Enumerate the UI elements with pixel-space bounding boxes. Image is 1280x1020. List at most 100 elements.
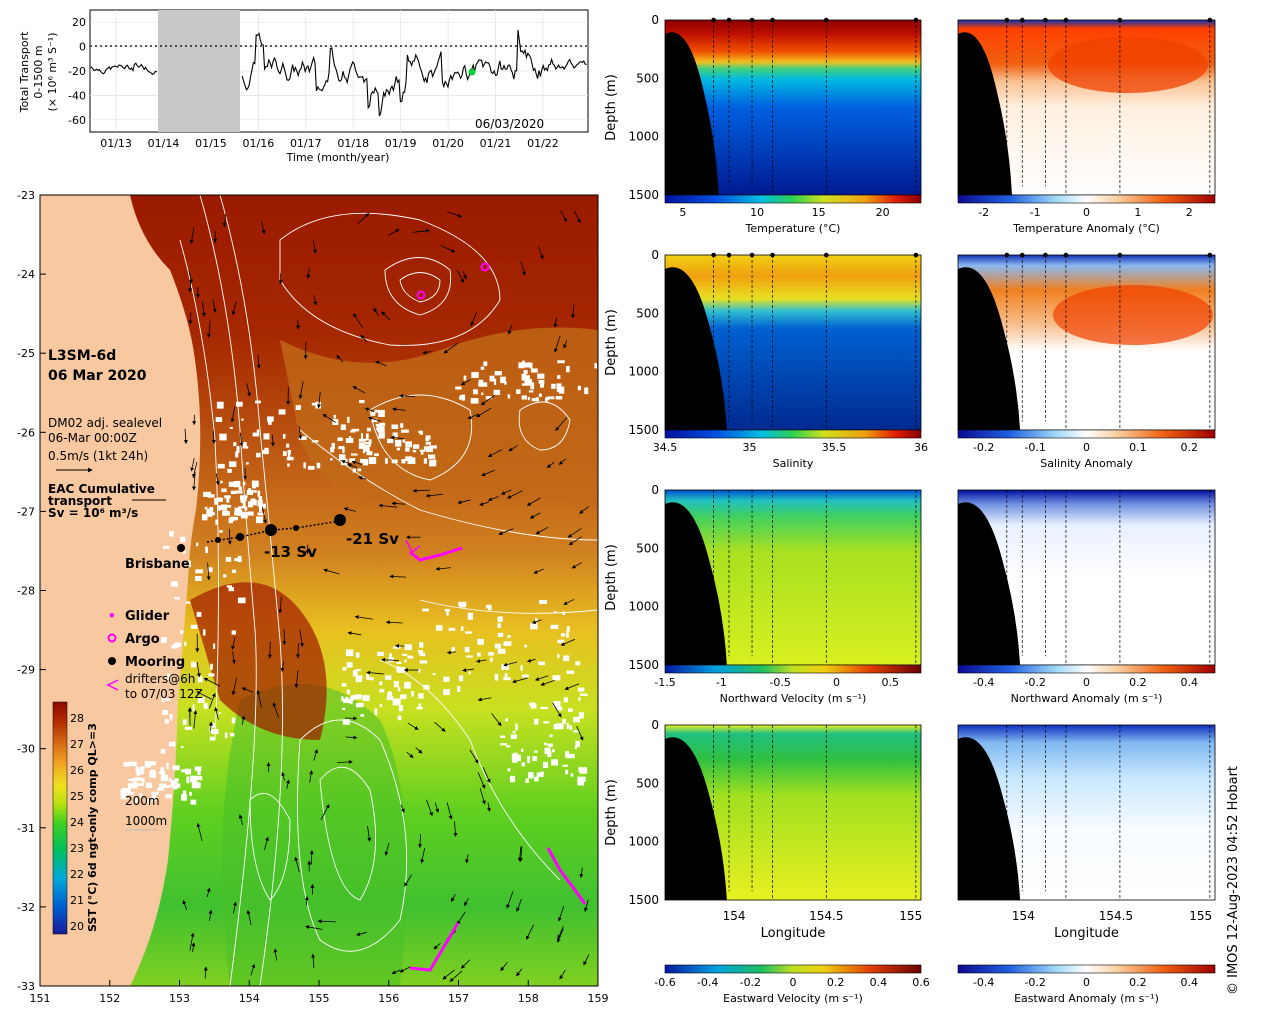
velocity-arrow xyxy=(261,221,266,235)
cloud-mask-patch xyxy=(184,726,193,730)
cloud-mask-patch xyxy=(355,675,362,683)
velocity-arrow xyxy=(358,476,367,480)
velocity-arrow xyxy=(313,295,318,306)
velocity-arrow xyxy=(306,268,311,279)
cloud-mask-patch xyxy=(355,702,364,708)
velocity-arrow xyxy=(206,320,211,338)
velocity-arrow xyxy=(470,311,477,327)
sea-level-contour xyxy=(379,659,561,881)
cloud-mask-patch xyxy=(369,677,374,681)
cloud-mask-patch xyxy=(359,400,365,404)
cloud-mask-patch xyxy=(550,624,559,630)
velocity-arrow xyxy=(208,909,213,921)
cloud-mask-patch xyxy=(287,463,290,467)
cloud-mask-patch xyxy=(203,703,208,709)
cloud-mask-patch xyxy=(164,719,169,724)
depth-axis-label: Depth (m) xyxy=(604,779,619,846)
eac-warm-core xyxy=(190,582,327,740)
velocity-arrow xyxy=(451,894,456,902)
colorbar-tick-label: -0.4 xyxy=(697,976,718,989)
velocity-arrow xyxy=(196,822,203,842)
velocity-arrow xyxy=(296,642,300,659)
cloud-mask-patch xyxy=(488,651,494,656)
cloud-mask-patch xyxy=(473,389,478,395)
velocity-arrow xyxy=(375,360,387,367)
drifter-legend-line2: to 07/03 12Z xyxy=(125,687,203,701)
mooring-legend-symbol xyxy=(108,657,116,665)
cloud-mask-patch xyxy=(264,447,269,454)
velocity-arrow xyxy=(400,804,405,813)
cloud-mask-patch xyxy=(425,435,431,440)
velocity-arrow xyxy=(480,395,495,406)
cloud-mask-patch xyxy=(527,755,530,763)
velocity-arrow xyxy=(231,677,237,696)
cloud-mask-patch xyxy=(208,673,215,677)
cloud-mask-patch xyxy=(191,661,197,668)
colorbar-tick-label: 21 xyxy=(70,894,84,907)
cloud-mask-patch xyxy=(220,480,223,484)
cloud-mask-patch xyxy=(295,405,302,410)
cloud-mask-patch xyxy=(307,465,315,470)
cloud-mask-patch xyxy=(255,516,263,524)
cloud-mask-patch xyxy=(311,440,319,443)
cloud-mask-patch xyxy=(552,749,555,753)
cloud-mask-patch xyxy=(211,729,219,735)
section-colorbar xyxy=(957,664,1216,674)
cloud-mask-patch xyxy=(351,428,360,432)
cloud-mask-patch xyxy=(237,555,242,563)
velocity-arrow xyxy=(491,713,502,727)
velocity-arrow xyxy=(196,661,201,678)
cloud-mask-patch xyxy=(224,495,231,499)
colorbar-tick-label: 0.2 xyxy=(827,976,845,989)
cloud-mask-patch xyxy=(400,694,407,700)
section-panel: 34.5 35 35.5 36 Salinity 0 500 1000 1500 Depth (m… xyxy=(604,248,928,470)
cloud-mask-patch xyxy=(400,423,404,428)
cloud-mask-patch xyxy=(188,560,191,568)
colorbar-tick-label: 20 xyxy=(70,920,84,933)
colorbar-tick-label: 35 xyxy=(742,441,756,454)
velocity-arrow xyxy=(183,428,188,445)
velocity-arrow xyxy=(435,566,451,571)
cloud-mask-patch xyxy=(457,685,461,693)
cloud-mask-patch xyxy=(387,692,393,699)
cloud-mask-patch xyxy=(220,504,228,510)
cloud-mask-patch xyxy=(346,689,350,695)
cloud-mask-patch xyxy=(425,441,432,445)
cloud-mask-patch xyxy=(140,766,145,771)
sst-colorbar-label: SST (°C) 6d ngt-only comp QL>=3 xyxy=(86,723,99,932)
cloud-mask-patch xyxy=(342,707,346,711)
cloud-mask-patch xyxy=(171,581,177,586)
transport-label-outer: -21 Sv xyxy=(346,530,399,548)
velocity-arrow xyxy=(583,954,590,966)
cloud-mask-patch xyxy=(444,608,451,612)
velocity-arrow xyxy=(201,301,206,317)
cloud-mask-patch xyxy=(366,673,370,680)
velocity-arrow xyxy=(512,677,528,684)
velocity-arrow xyxy=(193,710,198,729)
cloud-mask-patch xyxy=(141,768,145,774)
cloud-mask-patch xyxy=(425,438,430,442)
depth-tick-label: 1500 xyxy=(628,423,659,437)
glider-track xyxy=(409,546,463,562)
cloud-mask-patch xyxy=(412,449,417,453)
velocity-arrow xyxy=(456,911,466,925)
velocity-arrow xyxy=(280,661,285,672)
velocity-arrow xyxy=(413,228,430,233)
colorbar-tick-label: 27 xyxy=(70,738,84,751)
cloud-mask-patch xyxy=(465,631,472,634)
colorbar-tick-label: 0 xyxy=(1083,676,1090,689)
cloud-mask-patch xyxy=(136,771,140,776)
cloud-mask-patch xyxy=(455,386,462,390)
lon-tick-label: 153 xyxy=(169,992,190,1005)
y-tick-label: 20 xyxy=(72,16,86,29)
depth-contour-200-label: 200m xyxy=(125,794,160,808)
cloud-mask-patch xyxy=(471,372,479,378)
cloud-mask-patch xyxy=(174,778,179,782)
cloud-mask-patch xyxy=(190,775,197,783)
velocity-arrow xyxy=(281,771,286,781)
cloud-mask-patch xyxy=(231,630,236,635)
cloud-mask-patch xyxy=(169,531,174,537)
cloud-mask-patch xyxy=(158,771,164,775)
velocity-arrow xyxy=(559,210,567,223)
